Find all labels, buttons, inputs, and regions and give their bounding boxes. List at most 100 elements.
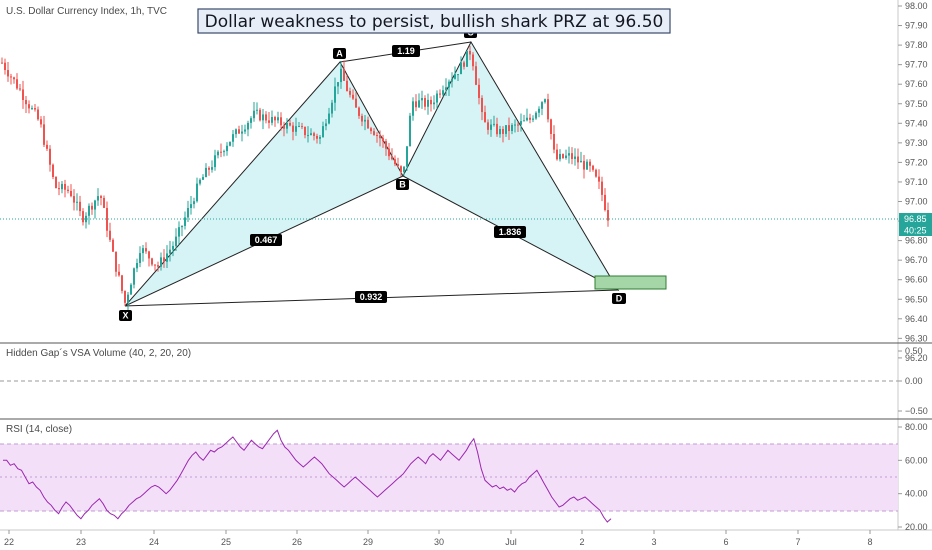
candle-body xyxy=(559,154,561,160)
candle-body xyxy=(10,76,12,78)
candle-body xyxy=(82,211,84,223)
rsi-band xyxy=(0,444,898,511)
candle-body xyxy=(88,205,90,216)
candle-body xyxy=(265,114,267,121)
ratio-label-xb: 0.467 xyxy=(250,234,282,246)
last-price-value: 96.85 xyxy=(904,214,927,224)
candle-body xyxy=(451,78,453,82)
candle-body xyxy=(589,161,591,166)
candle-body xyxy=(331,102,333,114)
prz-box xyxy=(594,275,667,290)
candle-body xyxy=(481,97,483,113)
candle-body xyxy=(211,167,213,170)
candle-body xyxy=(538,108,540,113)
candle-body xyxy=(508,125,510,132)
candle-body xyxy=(175,236,177,246)
candle-body xyxy=(166,253,168,262)
candle-body xyxy=(454,74,456,79)
candle-body xyxy=(409,115,411,147)
candle-body xyxy=(583,160,585,170)
candle-body xyxy=(340,68,342,83)
candle-body xyxy=(214,155,216,168)
candle-body xyxy=(511,125,513,132)
svg-text:1.836: 1.836 xyxy=(499,227,522,237)
time-tick-label: 26 xyxy=(292,537,302,547)
candle-body xyxy=(130,284,132,295)
candle-body xyxy=(427,99,429,107)
rsi-axis[interactable]: 80.00 60.00 40.00 20.00 xyxy=(898,422,928,532)
candle-body xyxy=(79,201,81,212)
candles xyxy=(1,45,609,311)
candle-body xyxy=(487,122,489,130)
candle-body xyxy=(424,98,426,107)
volume-tick-label: 0.50 xyxy=(905,346,923,356)
price-tick-label: 96.50 xyxy=(905,294,928,304)
candle-body xyxy=(217,151,219,156)
rsi-tick-label: 60.00 xyxy=(905,455,928,465)
candle-body xyxy=(574,156,576,159)
candle-body xyxy=(118,271,120,276)
candle-body xyxy=(391,156,393,160)
candle-body xyxy=(400,166,402,173)
candle-body xyxy=(172,245,174,250)
price-tick-label: 96.40 xyxy=(905,314,928,324)
candle-body xyxy=(385,141,387,149)
ratio-label-ac: 1.19 xyxy=(392,45,420,57)
candle-body xyxy=(25,100,27,105)
point-label-d-text: D xyxy=(616,294,623,304)
candle-body xyxy=(457,74,459,76)
candle-body xyxy=(547,99,549,120)
svg-text:0.932: 0.932 xyxy=(360,292,383,302)
candle-body xyxy=(22,89,24,101)
candle-body xyxy=(472,54,474,67)
candle-body xyxy=(127,294,129,303)
candle-body xyxy=(442,90,444,95)
candle-body xyxy=(433,102,435,105)
time-tick-label: 30 xyxy=(434,537,444,547)
volume-tick-label: −0.50 xyxy=(905,406,928,416)
candle-body xyxy=(205,167,207,178)
candle-body xyxy=(145,248,147,252)
candle-body xyxy=(328,113,330,124)
candle-body xyxy=(604,194,606,211)
candle-body xyxy=(262,114,264,121)
candle-body xyxy=(283,125,285,129)
rsi-tick-label: 20.00 xyxy=(905,522,928,532)
price-tick-label: 96.60 xyxy=(905,275,928,285)
candle-body xyxy=(256,109,258,111)
candle-body xyxy=(448,81,450,88)
candle-body xyxy=(136,263,138,269)
xab-triangle xyxy=(124,61,404,307)
candle-body xyxy=(532,118,534,120)
candle-body xyxy=(244,129,246,132)
candle-body xyxy=(577,156,579,163)
volume-axis[interactable]: 0.50 0.00 −0.50 xyxy=(898,346,928,416)
candle-body xyxy=(31,108,33,110)
time-axis[interactable]: 22 23 24 25 26 29 30 Jul 2 3 6 7 8 xyxy=(4,530,873,547)
candle-body xyxy=(187,208,189,218)
candle-body xyxy=(220,151,222,153)
candle-body xyxy=(421,98,423,101)
candle-body xyxy=(502,129,504,134)
time-tick-label: 29 xyxy=(363,537,373,547)
headline-box: Dollar weakness to persist, bullish shar… xyxy=(197,8,671,34)
candle-body xyxy=(268,120,270,123)
candle-body xyxy=(544,99,546,103)
ratio-label-bd: 1.836 xyxy=(494,226,526,238)
price-tick-label: 96.30 xyxy=(905,333,928,343)
candle-body xyxy=(139,253,141,264)
candle-body xyxy=(43,124,45,145)
candle-body xyxy=(478,84,480,98)
candle-body xyxy=(499,129,501,135)
candle-body xyxy=(91,205,93,210)
candle-body xyxy=(199,179,201,184)
candle-body xyxy=(286,122,288,129)
candle-body xyxy=(190,204,192,209)
point-label-b: B xyxy=(396,179,409,190)
price-axis[interactable]: 98.00 97.90 97.80 97.70 97.60 97.50 97.40 97.30… xyxy=(898,1,928,363)
candle-body xyxy=(316,135,318,139)
bcd-triangle xyxy=(402,40,620,292)
price-tick-label: 97.80 xyxy=(905,40,928,50)
candle-body xyxy=(568,153,570,156)
candle-body xyxy=(100,196,102,198)
